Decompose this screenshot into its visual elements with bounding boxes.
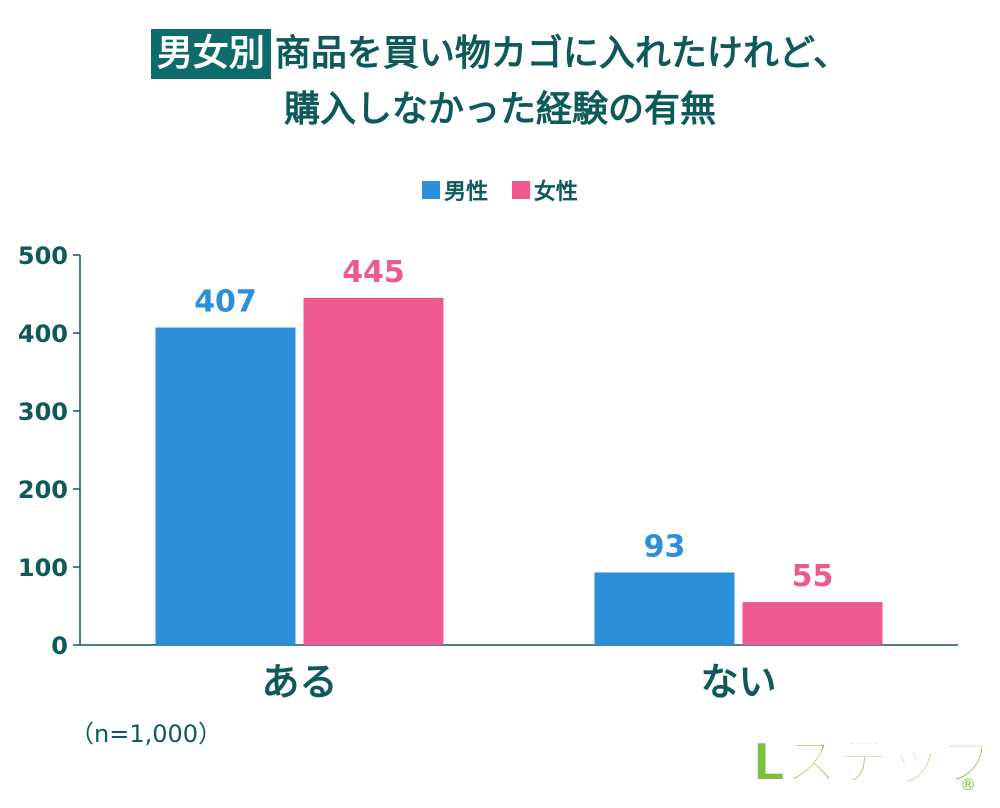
bar bbox=[594, 572, 735, 645]
bar bbox=[742, 602, 883, 645]
legend-label-male: 男性 bbox=[444, 180, 489, 205]
bar bbox=[155, 327, 296, 645]
legend-swatch-male bbox=[422, 181, 441, 199]
legend-item-male: 男性 bbox=[422, 174, 488, 206]
chart-title: 男女別 商品を買い物カゴに入れたけれど、 購入しなかった経験の有無 bbox=[0, 26, 1000, 138]
y-tick-label: 0 bbox=[51, 632, 68, 660]
y-tick-label: 500 bbox=[18, 242, 68, 270]
y-tick-label: 200 bbox=[18, 476, 68, 504]
data-label: 445 bbox=[342, 255, 405, 290]
svg-text:®: ® bbox=[960, 775, 976, 794]
title-line-1: 男女別 商品を買い物カゴに入れたけれど、 bbox=[0, 26, 1000, 82]
legend-item-female: 女性 bbox=[511, 174, 578, 206]
y-tick-label: 400 bbox=[18, 320, 68, 348]
y-tick-label: 300 bbox=[18, 398, 68, 426]
data-label: 407 bbox=[194, 285, 257, 320]
category-label: ある bbox=[261, 660, 337, 704]
y-tick-label: 100 bbox=[18, 554, 68, 582]
bar bbox=[303, 297, 444, 645]
legend-label-female: 女性 bbox=[533, 180, 578, 205]
title-text-1: 商品を買い物カゴに入れたけれど、 bbox=[274, 33, 850, 74]
legend-swatch-female bbox=[511, 181, 530, 199]
title-line-2: 購入しなかった経験の有無 bbox=[283, 89, 716, 130]
data-label: 93 bbox=[644, 529, 686, 564]
legend: 男性 女性 bbox=[0, 174, 1000, 206]
category-label: ない bbox=[700, 660, 776, 704]
lstep-logo: Lステップ ® bbox=[752, 732, 982, 794]
title-badge: 男女別 bbox=[150, 29, 271, 79]
logo-text: Lステップ bbox=[752, 733, 982, 793]
sample-size-note: （n=1,000） bbox=[70, 720, 223, 748]
data-label: 55 bbox=[792, 559, 834, 594]
